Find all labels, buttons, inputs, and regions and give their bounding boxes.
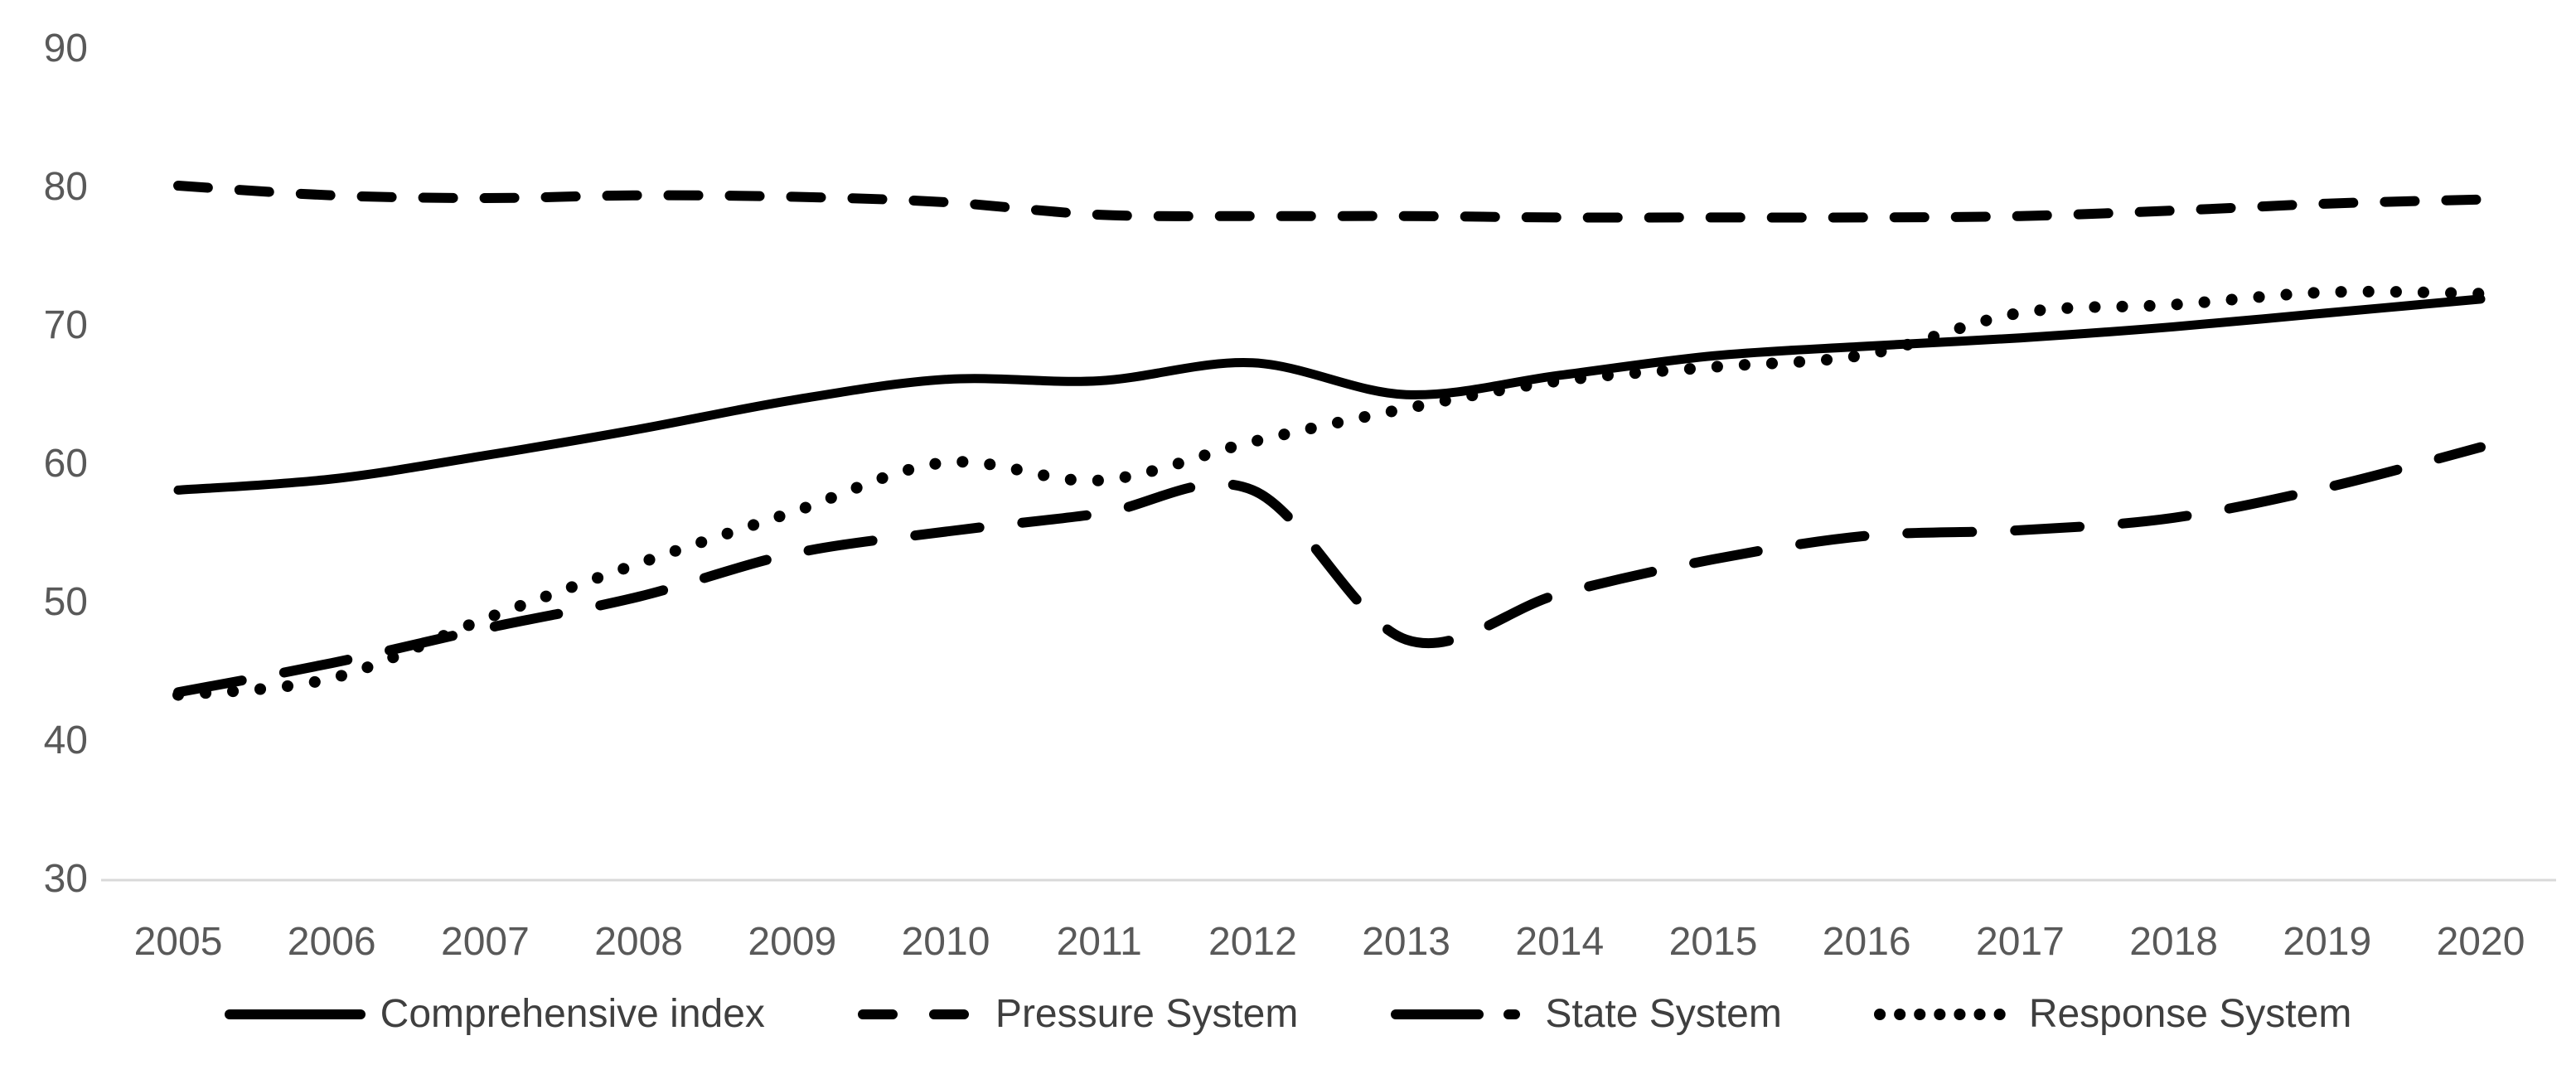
x-axis-tick-label: 2017 bbox=[1976, 920, 2065, 964]
dashed-line-sample-icon bbox=[857, 1009, 981, 1019]
x-axis-tick-label: 2009 bbox=[748, 920, 836, 964]
x-axis-tick-label: 2005 bbox=[134, 920, 223, 964]
legend-item-response-system: Response System bbox=[1873, 991, 2352, 1037]
legend: Comprehensive index Pressure System Stat… bbox=[0, 991, 2576, 1037]
y-axis-tick-label: 80 bbox=[44, 165, 88, 209]
x-axis-tick-label: 2013 bbox=[1362, 920, 1450, 964]
x-axis-tick-label: 2016 bbox=[1823, 920, 1911, 964]
x-axis-tick-label: 2012 bbox=[1208, 920, 1297, 964]
solid-line-sample-icon bbox=[224, 1009, 366, 1019]
series-comprehensive-index-line bbox=[173, 294, 2486, 495]
legend-label-comprehensive-index: Comprehensive index bbox=[380, 992, 765, 1036]
y-axis-tick-label: 50 bbox=[44, 580, 88, 624]
series-pressure-system-line bbox=[173, 181, 2486, 223]
y-axis-tick-label: 30 bbox=[44, 857, 88, 901]
legend-item-comprehensive-index: Comprehensive index bbox=[224, 991, 765, 1037]
long-dash-line-sample-icon bbox=[1391, 1009, 1531, 1019]
series-response-system-line bbox=[172, 285, 2486, 701]
legend-label-response-system: Response System bbox=[2028, 992, 2352, 1036]
x-axis-tick-label: 2020 bbox=[2437, 920, 2525, 964]
y-axis-tick-label: 70 bbox=[44, 303, 88, 347]
legend-item-state-system: State System bbox=[1389, 991, 1782, 1037]
x-axis-tick-label: 2019 bbox=[2283, 920, 2371, 964]
legend-label-state-system: State System bbox=[1545, 992, 1782, 1036]
x-axis-tick-label: 2015 bbox=[1669, 920, 1758, 964]
x-axis-tick-label: 2008 bbox=[594, 920, 683, 964]
x-axis-tick-label: 2006 bbox=[288, 920, 376, 964]
x-axis-tick-label: 2011 bbox=[1057, 920, 1142, 964]
y-axis-tick-label: 40 bbox=[44, 719, 88, 762]
y-axis-tick-label: 90 bbox=[44, 27, 88, 70]
legend-item-pressure-system: Pressure System bbox=[856, 991, 1298, 1037]
x-axis-tick-label: 2014 bbox=[1515, 920, 1604, 964]
x-axis-tick-label: 2007 bbox=[441, 920, 530, 964]
legend-label-pressure-system: Pressure System bbox=[995, 992, 1299, 1036]
dotted-line-sample-icon bbox=[1873, 1008, 2014, 1020]
y-axis-tick-label: 60 bbox=[44, 442, 88, 486]
x-axis-tick-label: 2010 bbox=[902, 920, 990, 964]
x-axis-tick-label: 2018 bbox=[2129, 920, 2218, 964]
series-state-system-line bbox=[173, 442, 2486, 698]
